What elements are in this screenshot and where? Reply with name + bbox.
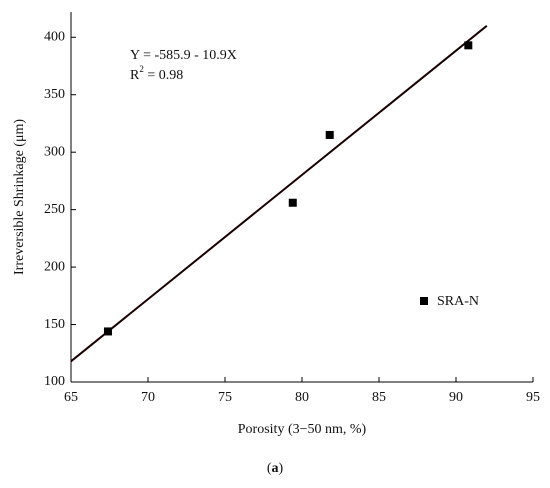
- point: [103, 327, 112, 336]
- x-tick-label: 80: [295, 390, 309, 405]
- y-tick-label: 200: [44, 259, 65, 274]
- caption-open: (: [267, 461, 272, 476]
- y-tick-label: 100: [44, 374, 65, 389]
- fit-line: [70, 25, 488, 363]
- point: [288, 198, 297, 207]
- point: [325, 130, 334, 139]
- y-tick-label: 300: [44, 144, 65, 159]
- r-base: R: [130, 68, 140, 83]
- x-tick-label: 75: [218, 390, 232, 405]
- caption-close: ): [279, 461, 284, 476]
- caption-letter: a: [272, 461, 279, 476]
- equation: Y = -585.9 - 10.9X: [130, 48, 237, 63]
- legend-label: SRA-N: [437, 294, 479, 309]
- y-tick-label: 350: [44, 87, 65, 102]
- r-squared: R2 = 0.98: [130, 64, 183, 83]
- x-tick-label: 85: [372, 390, 386, 405]
- x-tick-label: 90: [449, 390, 463, 405]
- y-tick-label: 250: [44, 202, 65, 217]
- legend-marker: [420, 297, 428, 305]
- x-tick-label: 70: [141, 390, 155, 405]
- x-tick-label: 95: [526, 390, 540, 405]
- x-tick-label: 65: [64, 390, 78, 405]
- caption: (a): [267, 461, 284, 476]
- r-sup: 2: [139, 64, 144, 74]
- y-axis-label: Irreversible Shrinkage (μm): [12, 119, 27, 275]
- y-tick-label: 400: [44, 29, 65, 44]
- point: [464, 41, 473, 50]
- x-axis-label: Porosity (3−50 nm, %): [238, 422, 367, 437]
- y-tick-label: 150: [44, 317, 65, 332]
- r-rest: = 0.98: [144, 68, 183, 83]
